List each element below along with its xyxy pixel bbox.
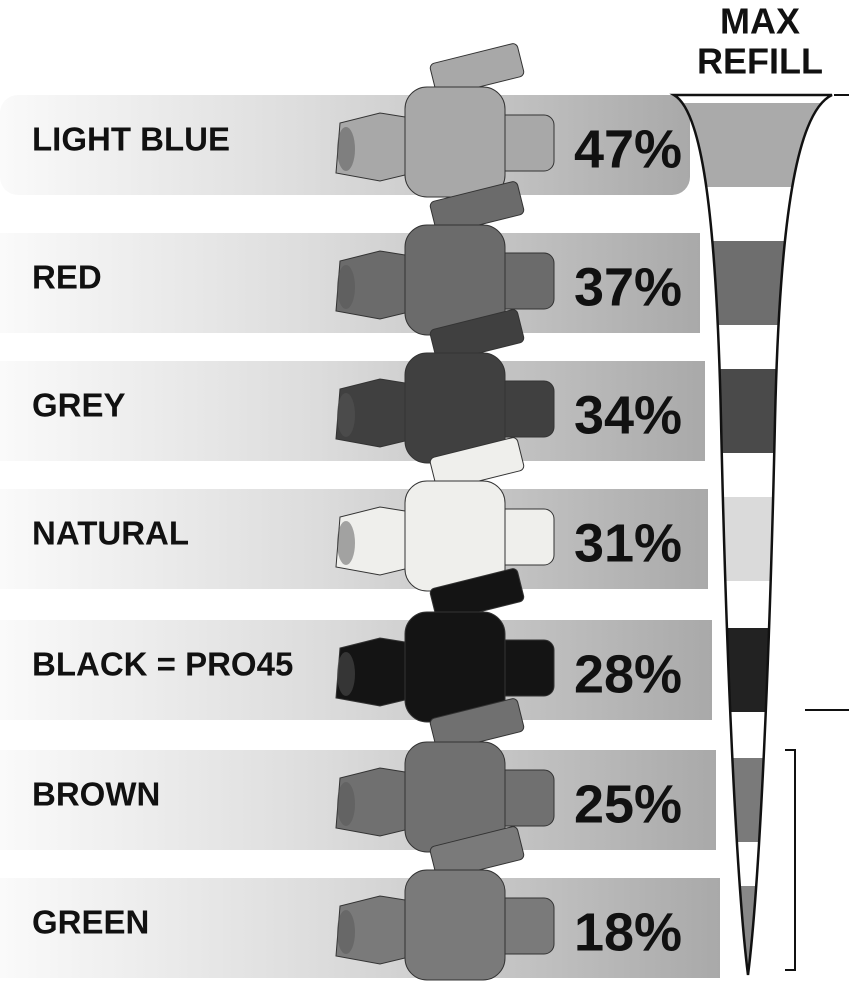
connector-body xyxy=(405,87,505,197)
row-label: BLACK = PRO45 xyxy=(32,646,293,683)
row-value: 31% xyxy=(574,513,682,573)
row-value: 25% xyxy=(574,774,682,834)
row-value: 37% xyxy=(574,257,682,317)
connector-hole xyxy=(337,652,355,696)
row-value: 47% xyxy=(574,119,682,179)
connector-body xyxy=(405,870,505,980)
connector-hole xyxy=(337,265,355,309)
bracket xyxy=(785,750,795,970)
row-value: 28% xyxy=(574,644,682,704)
connector-hole xyxy=(337,521,355,565)
infographic: MAX REFILL LIGHT BLUE 47% RED 37% GREY 34% NAT… xyxy=(0,0,849,987)
row-label: RED xyxy=(32,259,102,296)
connector-hole xyxy=(337,393,355,437)
row-value: 18% xyxy=(574,902,682,962)
row-value: 34% xyxy=(574,385,682,445)
title-line: MAX xyxy=(720,1,800,42)
connector-hole xyxy=(337,910,355,954)
connector-hole xyxy=(337,127,355,171)
row-label: GREY xyxy=(32,387,126,424)
row-label: GREEN xyxy=(32,904,149,941)
connector-hole xyxy=(337,782,355,826)
row-label: NATURAL xyxy=(32,515,189,552)
title-line: REFILL xyxy=(697,41,823,82)
row-label: BROWN xyxy=(32,776,160,813)
row-label: LIGHT BLUE xyxy=(32,121,230,158)
